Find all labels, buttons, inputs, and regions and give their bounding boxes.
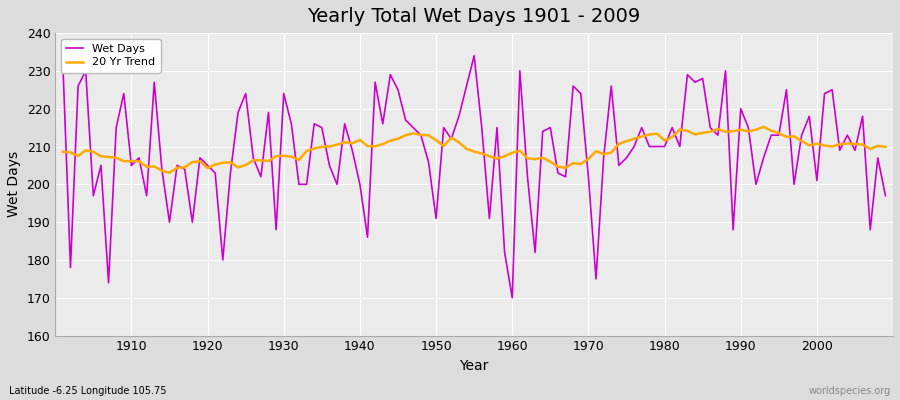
Wet Days bbox=[286, 122, 297, 126]
Y-axis label: Wet Days: Wet Days bbox=[7, 151, 21, 218]
20 Yr Trend bbox=[758, 124, 769, 129]
Wet Days bbox=[880, 193, 891, 198]
20 Yr Trend bbox=[164, 170, 175, 175]
20 Yr Trend bbox=[515, 148, 526, 153]
Wet Days bbox=[331, 182, 342, 187]
20 Yr Trend bbox=[606, 150, 616, 155]
Title: Yearly Total Wet Days 1901 - 2009: Yearly Total Wet Days 1901 - 2009 bbox=[308, 7, 641, 26]
Line: 20 Yr Trend: 20 Yr Trend bbox=[63, 127, 886, 173]
Wet Days bbox=[119, 91, 130, 96]
Wet Days bbox=[522, 174, 533, 179]
Text: worldspecies.org: worldspecies.org bbox=[809, 386, 891, 396]
Wet Days bbox=[58, 61, 68, 66]
X-axis label: Year: Year bbox=[460, 359, 489, 373]
20 Yr Trend bbox=[58, 150, 68, 154]
20 Yr Trend bbox=[293, 158, 304, 162]
Wet Days bbox=[469, 53, 480, 58]
Text: Latitude -6.25 Longitude 105.75: Latitude -6.25 Longitude 105.75 bbox=[9, 386, 166, 396]
20 Yr Trend bbox=[339, 140, 350, 144]
Line: Wet Days: Wet Days bbox=[63, 56, 886, 298]
Wet Days bbox=[507, 296, 517, 300]
Wet Days bbox=[614, 163, 625, 168]
20 Yr Trend bbox=[119, 159, 130, 164]
Legend: Wet Days, 20 Yr Trend: Wet Days, 20 Yr Trend bbox=[61, 39, 160, 73]
20 Yr Trend bbox=[507, 150, 517, 155]
Wet Days bbox=[515, 68, 526, 73]
20 Yr Trend bbox=[880, 144, 891, 149]
